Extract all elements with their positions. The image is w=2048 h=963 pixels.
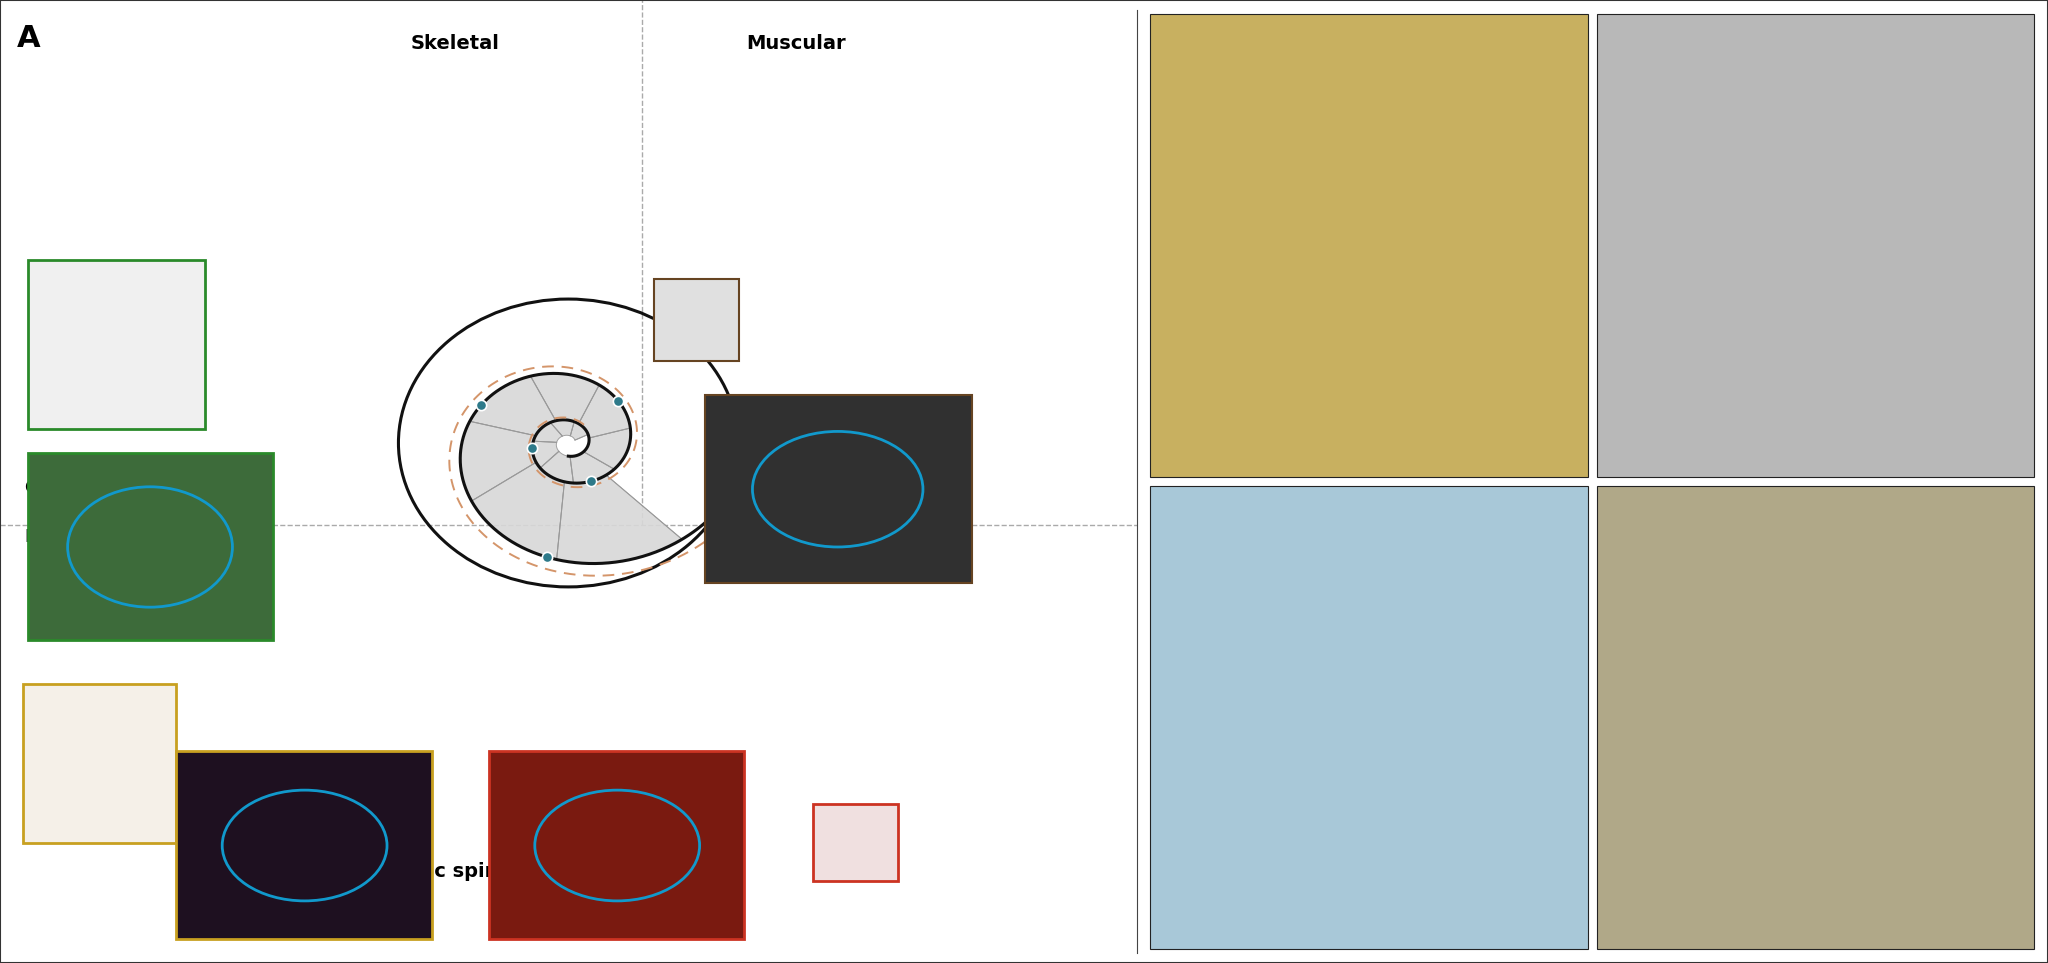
Polygon shape <box>551 420 573 436</box>
Bar <box>1597 486 2034 949</box>
Bar <box>1151 14 1587 477</box>
Polygon shape <box>569 422 588 440</box>
Polygon shape <box>461 422 537 501</box>
Bar <box>29 260 205 429</box>
Text: A: A <box>16 24 41 53</box>
Point <box>602 393 635 408</box>
Polygon shape <box>541 452 573 483</box>
Polygon shape <box>580 385 631 438</box>
Text: In water: In water <box>25 528 109 546</box>
Bar <box>29 453 272 640</box>
Text: Logarithmic spiral: Logarithmic spiral <box>315 862 514 881</box>
Polygon shape <box>471 462 565 560</box>
Point <box>575 474 608 489</box>
Polygon shape <box>530 374 600 424</box>
Bar <box>489 751 745 939</box>
Text: Skeletal: Skeletal <box>410 34 500 53</box>
Polygon shape <box>469 377 555 436</box>
Polygon shape <box>532 441 559 468</box>
Text: B: B <box>1159 24 1182 53</box>
Point <box>465 398 498 413</box>
Bar <box>705 395 973 583</box>
Text: Muscular: Muscular <box>745 34 846 53</box>
Text: On land: On land <box>25 479 102 497</box>
Bar <box>23 684 176 843</box>
Bar <box>1151 486 1587 949</box>
Polygon shape <box>584 428 631 469</box>
Point <box>530 549 563 564</box>
Polygon shape <box>532 423 563 442</box>
Bar <box>1597 14 2034 477</box>
Polygon shape <box>569 452 614 483</box>
Bar <box>813 804 897 881</box>
Polygon shape <box>557 475 682 563</box>
Bar <box>653 279 739 361</box>
Point <box>516 440 549 455</box>
Bar <box>176 751 432 939</box>
